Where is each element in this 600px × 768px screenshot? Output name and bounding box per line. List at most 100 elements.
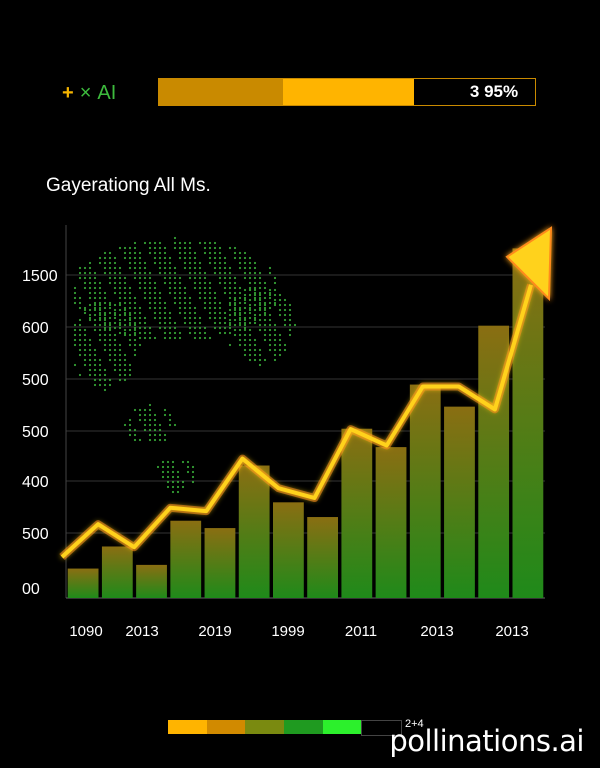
map-dot	[88, 271, 92, 275]
map-dot	[263, 303, 267, 307]
map-dot	[128, 318, 132, 322]
map-dot	[183, 241, 187, 245]
map-dot	[238, 256, 242, 260]
map-dot	[253, 296, 257, 300]
map-dot	[163, 321, 167, 325]
map-dot	[128, 313, 132, 317]
map-dot	[213, 291, 217, 295]
map-dot	[178, 246, 182, 250]
map-dot	[268, 306, 272, 310]
map-dot	[178, 331, 182, 335]
map-dot	[178, 281, 182, 285]
map-dot	[148, 408, 152, 412]
progress-bar: 3 95%	[158, 78, 536, 106]
map-dot	[253, 293, 257, 297]
map-dot	[173, 281, 177, 285]
map-dot	[133, 326, 137, 330]
map-dot	[143, 296, 147, 300]
map-dot	[118, 291, 122, 295]
map-dot	[93, 291, 97, 295]
map-dot	[168, 256, 172, 260]
map-dot	[98, 261, 102, 265]
map-dot	[163, 281, 167, 285]
map-dot	[143, 241, 147, 245]
map-dot	[123, 333, 127, 337]
map-dot	[273, 328, 277, 332]
map-dot	[148, 241, 152, 245]
map-dot	[103, 291, 107, 295]
map-dot	[113, 266, 117, 270]
map-dot	[83, 363, 87, 367]
map-dot	[108, 321, 112, 325]
map-dot	[248, 303, 252, 307]
map-dot	[183, 321, 187, 325]
map-dot	[283, 308, 287, 312]
map-dot	[228, 291, 232, 295]
map-dot	[193, 266, 197, 270]
map-dot	[83, 343, 87, 347]
map-dot	[268, 333, 272, 337]
map-dot	[133, 328, 137, 332]
map-dot	[143, 331, 147, 335]
map-dot	[161, 475, 165, 479]
map-dot	[93, 328, 97, 332]
map-dot	[218, 311, 222, 315]
map-dot	[173, 326, 177, 330]
map-dot	[238, 323, 242, 327]
map-dot	[233, 296, 237, 300]
map-dot	[191, 475, 195, 479]
map-dot	[243, 318, 247, 322]
map-dot	[123, 251, 127, 255]
map-dot	[78, 328, 82, 332]
map-dot	[188, 266, 192, 270]
map-dot	[288, 328, 292, 332]
map-dot	[258, 301, 262, 305]
map-dot	[183, 311, 187, 315]
legend-segment	[284, 720, 323, 734]
map-dot	[171, 485, 175, 489]
map-dot	[108, 251, 112, 255]
map-dot	[143, 418, 147, 422]
map-dot	[103, 326, 107, 330]
map-dot	[153, 316, 157, 320]
map-dot	[158, 433, 162, 437]
map-dot	[193, 331, 197, 335]
map-dot	[263, 328, 267, 332]
map-dot	[163, 246, 167, 250]
map-dot	[118, 308, 122, 312]
map-dot	[73, 338, 77, 342]
map-dot	[171, 475, 175, 479]
map-dot	[233, 306, 237, 310]
map-dot	[143, 336, 147, 340]
map-dot	[198, 321, 202, 325]
map-dot	[186, 465, 190, 469]
map-dot	[233, 298, 237, 302]
map-dot	[178, 291, 182, 295]
map-dot	[208, 311, 212, 315]
map-dot	[138, 316, 142, 320]
map-dot	[108, 271, 112, 275]
map-dot	[88, 343, 92, 347]
map-dot	[273, 298, 277, 302]
map-dot	[188, 306, 192, 310]
arrow-head-icon	[505, 226, 553, 302]
map-dot	[268, 291, 272, 295]
map-dot	[133, 241, 137, 245]
map-dot	[73, 286, 77, 290]
map-dot	[118, 331, 122, 335]
map-dot	[268, 266, 272, 270]
map-dot	[118, 348, 122, 352]
map-dot	[253, 303, 257, 307]
map-dot	[243, 288, 247, 292]
y-axis-ticks: 1500 600 500 500 400 500 00	[22, 268, 58, 598]
map-dot	[98, 286, 102, 290]
map-dot	[183, 291, 187, 295]
map-dot	[238, 328, 242, 332]
map-dot	[118, 373, 122, 377]
map-dot	[78, 301, 82, 305]
map-dot	[153, 261, 157, 265]
map-dot	[83, 348, 87, 352]
map-dot	[148, 271, 152, 275]
map-dot	[78, 276, 82, 280]
map-dot	[158, 256, 162, 260]
